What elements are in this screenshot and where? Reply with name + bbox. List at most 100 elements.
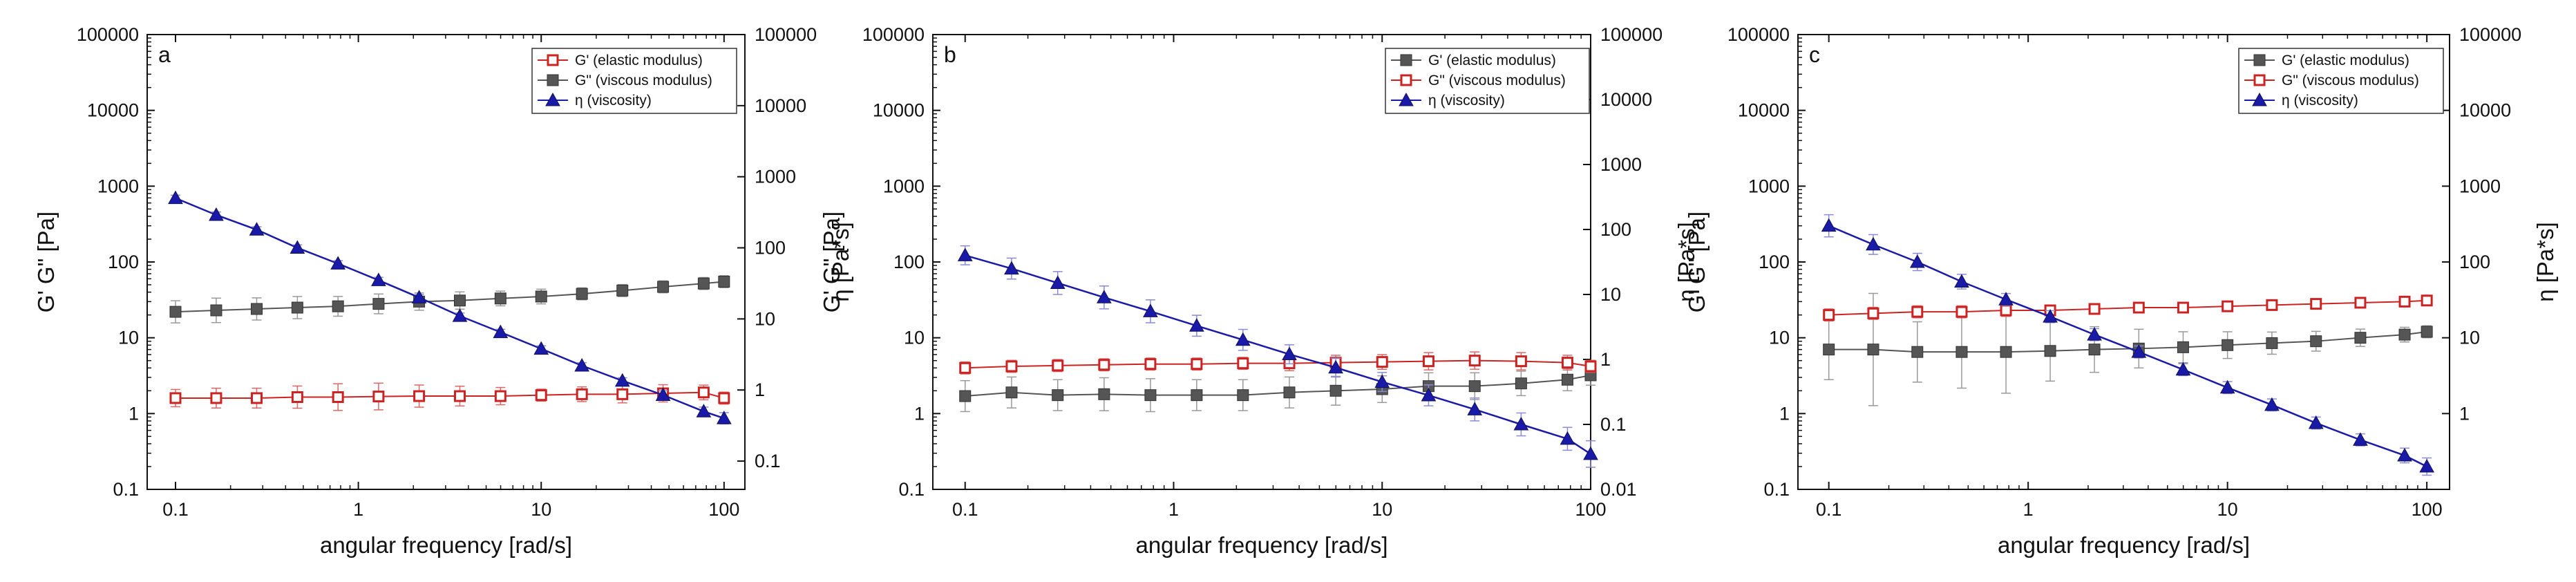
- legend-marker: [547, 54, 559, 66]
- series-3: [1821, 214, 2434, 476]
- data-point: [535, 389, 547, 402]
- x-tick-label: 10: [1372, 499, 1392, 520]
- y2-tick-label: 10: [755, 308, 775, 329]
- data-point: [1468, 380, 1481, 393]
- data-point: [1823, 309, 1835, 321]
- data-point: [1050, 275, 1066, 289]
- data-point: [168, 190, 183, 205]
- y2-tick-label: 1000: [755, 167, 796, 187]
- y-tick-label: 0.1: [113, 479, 139, 500]
- y-tick-label: 100000: [1727, 24, 1790, 45]
- y-tick-label: 100: [893, 252, 925, 272]
- x-tick-label: 0.1: [162, 499, 189, 520]
- y2-tick-label: 10000: [1600, 89, 1652, 110]
- data-point: [1955, 306, 1968, 318]
- legend: G' (elastic modulus) G" (viscous modulus)…: [1385, 48, 1590, 114]
- data-point: [372, 391, 385, 403]
- data-point: [2175, 362, 2191, 376]
- series-2: [1823, 294, 2433, 322]
- data-point: [2132, 301, 2145, 314]
- y-tick-label: 1000: [97, 176, 139, 196]
- data-point: [716, 411, 732, 424]
- data-point: [1143, 303, 1158, 317]
- data-point: [1422, 355, 1434, 368]
- y2-tick-label: 1: [1600, 349, 1611, 370]
- data-point: [1004, 261, 1019, 275]
- data-point: [1098, 359, 1110, 371]
- series-1: [169, 382, 730, 411]
- data-point: [1191, 389, 1203, 402]
- y-tick-label: 100000: [862, 24, 925, 45]
- data-point: [1144, 358, 1157, 370]
- legend-label: G" (viscous modulus): [1428, 73, 1566, 88]
- y2-tick-label: 1: [755, 379, 765, 400]
- data-point: [290, 240, 305, 254]
- data-point: [332, 300, 344, 312]
- data-point: [1867, 344, 1879, 356]
- data-point: [494, 390, 506, 402]
- data-point: [291, 391, 303, 403]
- data-point: [2088, 344, 2101, 356]
- data-point: [330, 256, 346, 270]
- data-point: [494, 292, 506, 305]
- legend-label: η (viscosity): [575, 93, 652, 109]
- legend-marker: [547, 74, 559, 86]
- data-point: [2421, 326, 2433, 338]
- y2-tick-label: 1000: [2459, 176, 2501, 196]
- series-3: [168, 190, 732, 425]
- data-point: [2397, 447, 2412, 462]
- data-point: [210, 392, 222, 404]
- data-point: [1513, 416, 1529, 431]
- data-point: [1005, 386, 1018, 399]
- data-point: [2087, 327, 2102, 341]
- legend: G' (elastic modulus) G" (viscous modulus)…: [531, 48, 737, 114]
- panel-letter: a: [158, 42, 171, 67]
- y-tick-label: 1000: [883, 176, 925, 196]
- data-point: [576, 388, 588, 400]
- series-2: [169, 275, 730, 323]
- legend-marker: [2252, 92, 2267, 106]
- data-point: [2354, 297, 2367, 309]
- data-point: [1821, 218, 1837, 232]
- panel-letter: b: [944, 42, 956, 67]
- y2-tick-label: 10000: [755, 95, 806, 116]
- y2-tick-label: 1: [2459, 403, 2470, 424]
- data-point: [1329, 384, 1342, 397]
- y-tick-label: 10: [118, 328, 139, 348]
- data-point: [1421, 387, 1437, 402]
- data-point: [2000, 304, 2012, 317]
- data-point: [169, 306, 182, 318]
- data-point: [2044, 345, 2056, 357]
- data-point: [697, 277, 710, 290]
- y-tick-label: 10000: [1738, 100, 1790, 121]
- data-point: [1235, 332, 1251, 346]
- data-point: [2266, 299, 2278, 311]
- legend-label: G' (elastic modulus): [575, 53, 703, 68]
- data-point: [1052, 389, 1064, 402]
- x-tick-label: 100: [1575, 499, 1606, 520]
- series-3: [957, 245, 1598, 468]
- legend-marker: [545, 92, 560, 106]
- chart-panel-b: 0.1 1 10 100 0.1 1 10 100 1000 10000 100000 0.01 0.1…: [819, 24, 1699, 558]
- data-point: [1867, 307, 1879, 319]
- x-axis-label: angular frequency [rad/s]: [1135, 532, 1388, 558]
- data-point: [2219, 379, 2235, 394]
- data-point: [1282, 346, 1297, 361]
- data-point: [2308, 415, 2324, 429]
- y2-tick-label: 10: [1600, 284, 1621, 305]
- data-point: [411, 290, 427, 303]
- legend-marker: [2253, 54, 2266, 66]
- y-axis-label: G' G" [Pa]: [819, 212, 844, 312]
- data-point: [1584, 360, 1597, 373]
- data-point: [1998, 292, 2014, 306]
- legend: G' (elastic modulus) G" (viscous modulus)…: [2238, 48, 2444, 114]
- data-point: [453, 294, 466, 307]
- data-point: [718, 392, 730, 404]
- y-tick-label: 1000: [1748, 176, 1790, 196]
- data-point: [1911, 346, 1924, 358]
- y2-tick-label: 100: [2459, 252, 2490, 272]
- data-point: [1866, 236, 1881, 251]
- data-point: [2088, 303, 2101, 315]
- legend-marker: [1400, 74, 1412, 86]
- data-point: [1468, 355, 1481, 367]
